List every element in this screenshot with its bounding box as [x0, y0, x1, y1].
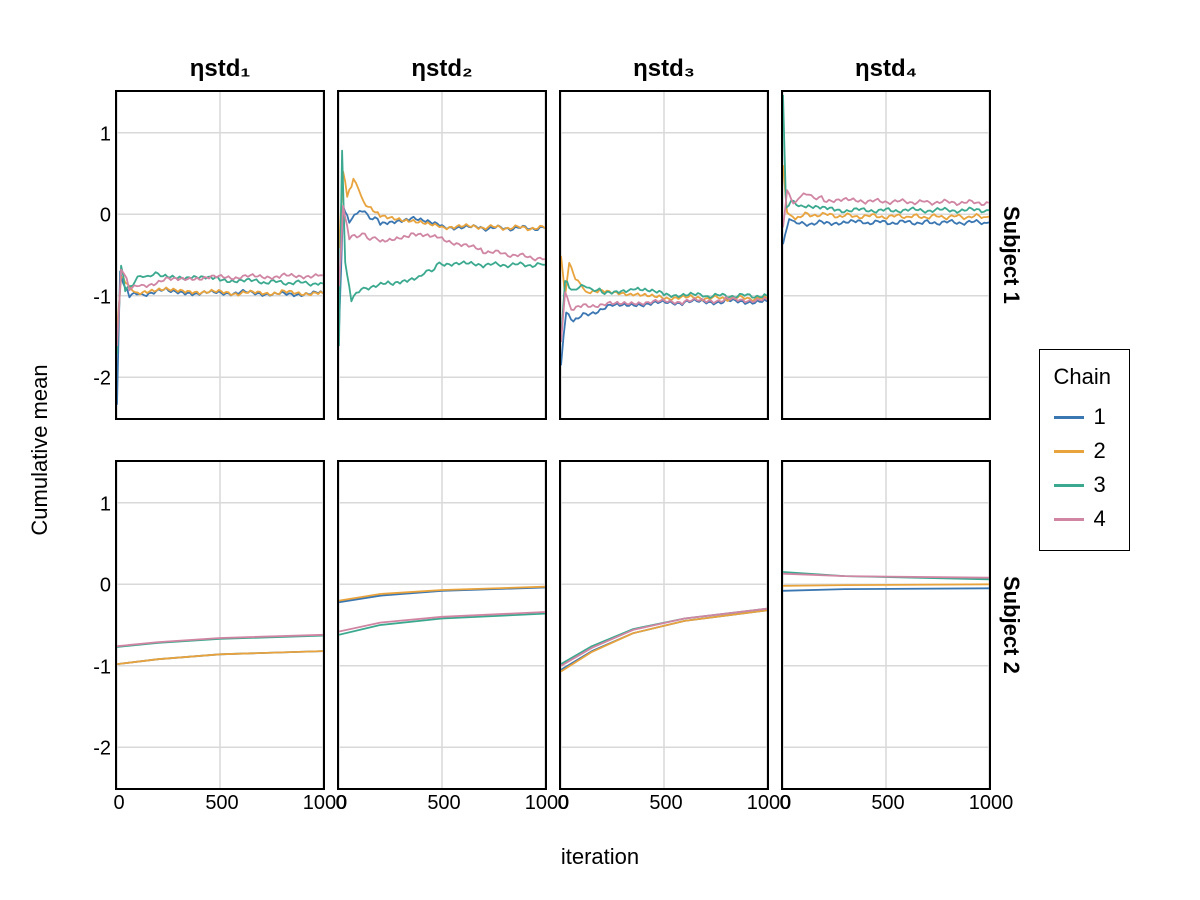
x-tick-label: 500	[871, 788, 904, 815]
legend-item: 3	[1054, 468, 1111, 502]
legend-label: 1	[1094, 404, 1106, 430]
y-axis-title: Cumulative mean	[27, 364, 53, 535]
y-tick-label: -2	[93, 368, 117, 391]
x-tick-label: 500	[649, 788, 682, 815]
legend-label: 4	[1094, 506, 1106, 532]
chain-legend: Chain 1 2 3 4	[1039, 349, 1130, 551]
panel-grid: ηstd₁ηstd₂ηstd₃ηstd₄Subject 1Subject 2-2…	[115, 60, 995, 800]
legend-item: 4	[1054, 502, 1111, 536]
legend-swatch	[1054, 416, 1084, 419]
legend-label: 3	[1094, 472, 1106, 498]
panel-svg	[117, 92, 323, 418]
y-tick-label: -2	[93, 738, 117, 761]
panel	[781, 90, 991, 420]
y-tick-label: 0	[100, 205, 117, 228]
x-tick-label: 0	[335, 788, 346, 815]
y-tick-label: -1	[93, 656, 117, 679]
y-tick-label: -1	[93, 286, 117, 309]
panel-svg	[783, 92, 989, 418]
row-strip: Subject 1	[999, 90, 1023, 420]
panel-svg	[339, 92, 545, 418]
legend-swatch	[1054, 450, 1084, 453]
x-tick-label: 0	[557, 788, 568, 815]
panel-svg	[561, 462, 767, 788]
legend-swatch	[1054, 484, 1084, 487]
legend-title: Chain	[1054, 364, 1111, 390]
panel-svg	[117, 462, 323, 788]
x-tick-label: 500	[205, 788, 238, 815]
col-header: ηstd₂	[337, 55, 547, 83]
legend-label: 2	[1094, 438, 1106, 464]
panel: 05001000	[781, 460, 991, 790]
panel: 05001000	[337, 460, 547, 790]
row-strip: Subject 2	[999, 460, 1023, 790]
y-tick-label: 1	[100, 493, 117, 516]
legend-item: 2	[1054, 434, 1111, 468]
x-axis-title: iteration	[561, 844, 639, 870]
panel: 05001000	[559, 460, 769, 790]
panel-svg	[561, 92, 767, 418]
col-header: ηstd₁	[115, 55, 325, 83]
x-tick-label: 0	[113, 788, 124, 815]
legend-item: 1	[1054, 400, 1111, 434]
col-header: ηstd₄	[781, 55, 991, 83]
panel-svg	[339, 462, 545, 788]
panel-svg	[783, 462, 989, 788]
panel	[337, 90, 547, 420]
y-tick-label: 1	[100, 123, 117, 146]
panel: -2-101	[115, 90, 325, 420]
x-tick-label: 1000	[969, 788, 1014, 815]
legend-swatch	[1054, 518, 1084, 521]
panel: -2-10105001000	[115, 460, 325, 790]
x-tick-label: 500	[427, 788, 460, 815]
y-tick-label: 0	[100, 575, 117, 598]
col-header: ηstd₃	[559, 55, 769, 83]
panel	[559, 90, 769, 420]
x-tick-label: 0	[779, 788, 790, 815]
trace-figure: Cumulative mean ηstd₁ηstd₂ηstd₃ηstd₄Subj…	[40, 30, 1160, 870]
